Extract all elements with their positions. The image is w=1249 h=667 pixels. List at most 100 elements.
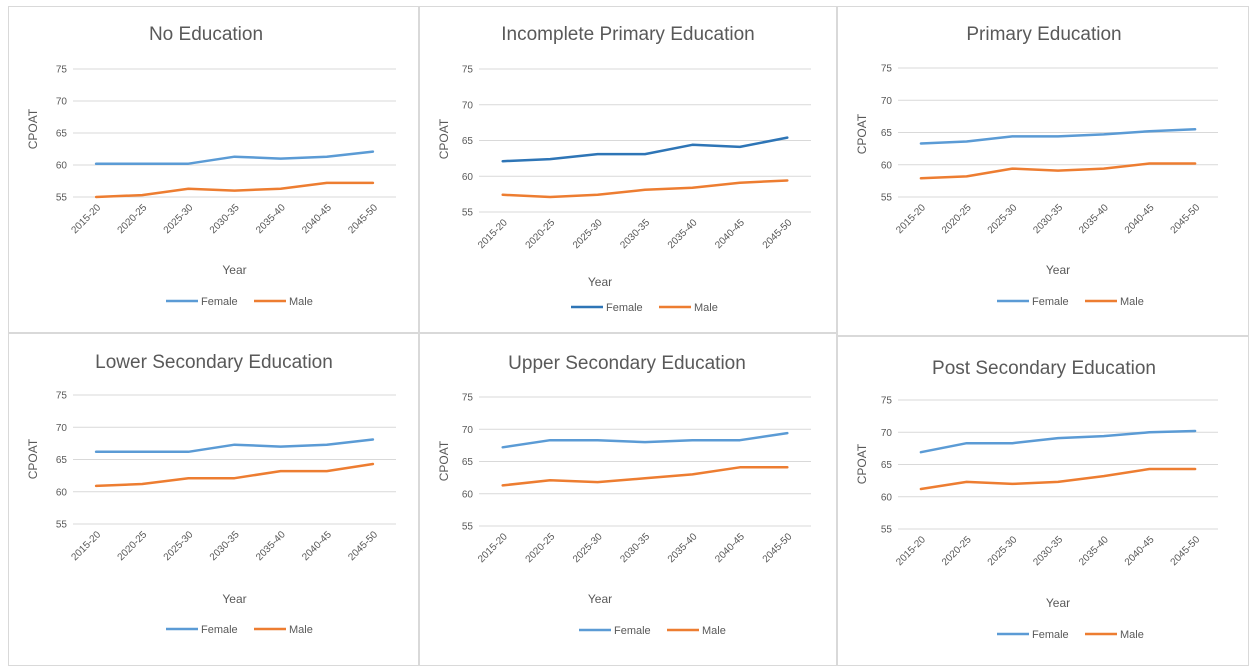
x-tick-label: 2030-35 xyxy=(618,217,652,251)
y-tick-label: 55 xyxy=(881,193,893,204)
x-tick-label: 2015-20 xyxy=(69,202,103,236)
x-tick-label: 2030-35 xyxy=(208,529,242,563)
legend-label: Male xyxy=(694,302,718,314)
x-tick-label: 2040-45 xyxy=(713,531,747,565)
series-line xyxy=(919,467,1197,491)
x-tick-label: 2020-25 xyxy=(524,217,558,251)
x-tick-label: 2040-45 xyxy=(300,202,334,236)
x-tick-label: 2025-30 xyxy=(571,217,605,251)
y-tick-label: 55 xyxy=(56,520,68,531)
x-tick-label: 2015-20 xyxy=(69,529,103,563)
x-tick-label: 2045-50 xyxy=(346,529,380,563)
series-line xyxy=(501,431,789,449)
y-tick-label: 75 xyxy=(881,396,893,407)
line-chart: Incomplete Primary Education 55 60 65 70 75 20… xyxy=(437,24,811,314)
y-tick-label: 70 xyxy=(56,423,68,434)
legend-label: Male xyxy=(289,296,313,308)
y-tick-label: 65 xyxy=(881,128,893,139)
chart-title: Incomplete Primary Education xyxy=(501,24,754,45)
x-tick-label: 2035-40 xyxy=(666,217,700,251)
y-tick-label: 70 xyxy=(56,97,68,108)
y-tick-label: 55 xyxy=(881,525,893,536)
x-tick-label: 2035-40 xyxy=(1077,202,1111,236)
legend-label: Female xyxy=(1032,296,1069,308)
x-tick-label: 2035-40 xyxy=(254,202,288,236)
chart-panel: Primary Education 55 60 65 70 75 2015-20 2020-2… xyxy=(837,6,1249,336)
y-tick-label: 60 xyxy=(462,172,474,183)
series-line xyxy=(94,462,375,488)
legend-label: Female xyxy=(1032,629,1069,641)
line-chart: No Education 55 60 65 70 75 2015-20 2020-25 2025… xyxy=(26,24,396,308)
x-tick-label: 2045-50 xyxy=(761,531,795,565)
line-chart: Primary Education 55 60 65 70 75 2015-20 2020-2… xyxy=(855,24,1218,308)
x-tick-label: 2035-40 xyxy=(1077,534,1111,568)
chart-title: Upper Secondary Education xyxy=(508,353,746,374)
x-tick-label: 2045-50 xyxy=(346,202,380,236)
x-axis-title: Year xyxy=(222,263,246,277)
y-axis-title: CPOAT xyxy=(855,113,869,154)
y-tick-label: 60 xyxy=(56,487,68,498)
y-axis-title: CPOAT xyxy=(855,443,869,484)
y-tick-label: 60 xyxy=(881,492,893,503)
series-line xyxy=(94,181,375,199)
y-tick-label: 75 xyxy=(462,393,474,404)
x-tick-label: 2020-25 xyxy=(940,534,974,568)
x-tick-label: 2020-25 xyxy=(116,202,150,236)
chart-title: No Education xyxy=(149,24,263,45)
chart-title: Primary Education xyxy=(966,24,1121,45)
x-tick-label: 2015-20 xyxy=(476,531,510,565)
legend-label: Female xyxy=(201,624,238,636)
chart-panel: Post Secondary Education 55 60 65 70 75 2015-2… xyxy=(837,336,1249,666)
x-axis-title: Year xyxy=(588,275,612,289)
y-tick-label: 55 xyxy=(462,522,474,533)
y-axis-title: CPOAT xyxy=(437,118,451,159)
y-axis-title: CPOAT xyxy=(26,438,40,479)
y-tick-label: 70 xyxy=(881,96,893,107)
chart-panel: No Education 55 60 65 70 75 2015-20 2020-25 2025… xyxy=(8,6,419,333)
x-axis-title: Year xyxy=(222,592,246,606)
x-tick-label: 2030-35 xyxy=(208,202,242,236)
series-line xyxy=(501,466,789,487)
y-tick-label: 60 xyxy=(56,161,68,172)
line-chart: Post Secondary Education 55 60 65 70 75 2015-2… xyxy=(855,358,1218,641)
chart-panel: Incomplete Primary Education 55 60 65 70 75 20… xyxy=(419,6,837,333)
y-tick-label: 65 xyxy=(462,457,474,468)
x-tick-label: 2035-40 xyxy=(254,529,288,563)
y-tick-label: 55 xyxy=(56,193,68,204)
legend-label: Male xyxy=(1120,296,1144,308)
x-tick-label: 2015-20 xyxy=(476,217,510,251)
y-tick-label: 75 xyxy=(56,391,68,402)
x-tick-label: 2040-45 xyxy=(1123,202,1157,236)
chart-panel: Lower Secondary Education 55 60 65 70 75 2015-… xyxy=(8,333,419,666)
legend-label: Male xyxy=(702,625,726,637)
y-tick-label: 65 xyxy=(56,129,68,140)
x-tick-label: 2030-35 xyxy=(1031,202,1065,236)
legend-label: Female xyxy=(614,625,651,637)
x-tick-label: 2020-25 xyxy=(940,202,974,236)
series-line xyxy=(919,128,1197,145)
y-tick-label: 70 xyxy=(462,425,474,436)
y-tick-label: 65 xyxy=(881,460,893,471)
x-tick-label: 2025-30 xyxy=(571,531,605,565)
series-line xyxy=(919,429,1197,454)
x-axis-title: Year xyxy=(1046,596,1070,610)
y-tick-label: 75 xyxy=(881,64,893,75)
line-chart: Lower Secondary Education 55 60 65 70 75 2015-… xyxy=(26,352,396,636)
legend-label: Female xyxy=(606,302,643,314)
x-tick-label: 2025-30 xyxy=(162,529,196,563)
y-axis-title: CPOAT xyxy=(437,440,451,481)
x-tick-label: 2030-35 xyxy=(618,531,652,565)
legend-label: Male xyxy=(289,624,313,636)
x-tick-label: 2025-30 xyxy=(162,202,196,236)
series-line xyxy=(94,150,375,165)
series-line xyxy=(94,438,375,454)
y-tick-label: 75 xyxy=(462,65,474,76)
y-tick-label: 65 xyxy=(462,136,474,147)
chart-title: Post Secondary Education xyxy=(932,358,1156,379)
x-tick-label: 2045-50 xyxy=(761,217,795,251)
x-tick-label: 2025-30 xyxy=(986,202,1020,236)
series-line xyxy=(501,179,789,199)
series-line xyxy=(919,162,1197,180)
y-tick-label: 75 xyxy=(56,65,68,76)
chart-title: Lower Secondary Education xyxy=(95,352,333,373)
